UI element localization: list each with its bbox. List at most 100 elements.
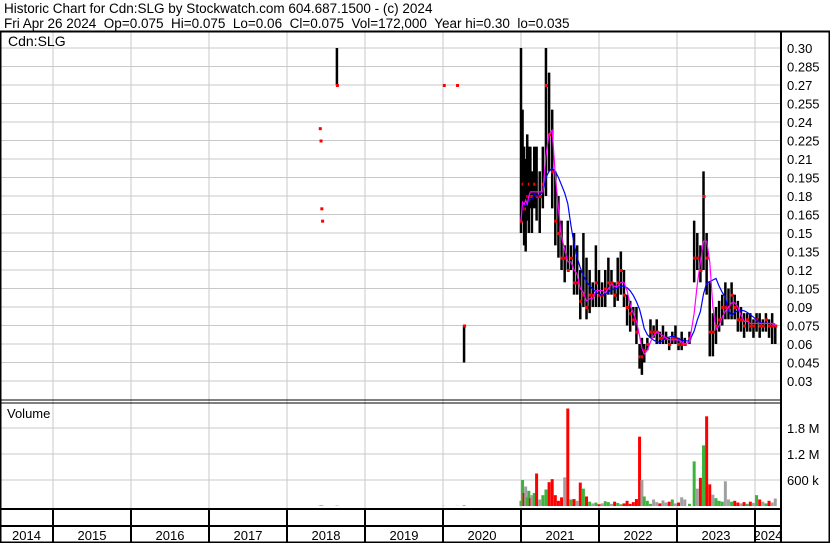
volume-bar — [527, 490, 531, 506]
volume-bar — [714, 498, 718, 506]
close-tick — [610, 281, 614, 285]
close-tick — [668, 343, 672, 346]
close-tick — [629, 312, 633, 316]
volume-bar — [670, 499, 674, 506]
volume-bar — [664, 502, 668, 506]
volume-bar — [524, 486, 528, 506]
close-tick — [758, 324, 762, 328]
close-tick — [743, 324, 747, 328]
close-tick — [733, 306, 737, 309]
price-tick-label: 0.105 — [787, 282, 820, 297]
year-label: 2024 — [754, 528, 783, 543]
price-tick-label: 0.255 — [787, 97, 820, 112]
close-tick — [683, 343, 687, 346]
volume-bar — [572, 499, 576, 506]
close-tick — [761, 324, 765, 328]
close-tick — [613, 293, 617, 297]
year-label: 2017 — [234, 528, 263, 543]
volume-bar — [705, 416, 709, 506]
year-axis: 2014 2015 2016 2017 2018 2019 2020 2021 2022 2023… — [12, 528, 782, 543]
volume-bar — [521, 480, 525, 506]
close-tick — [739, 318, 743, 322]
volume-bar — [606, 502, 610, 506]
year-label: 2022 — [624, 528, 653, 543]
volume-bar — [631, 502, 635, 506]
close-tick — [607, 281, 611, 285]
volume-bar — [530, 495, 534, 506]
close-tick — [638, 355, 642, 359]
volume-bar — [692, 461, 696, 506]
close-tick — [715, 324, 718, 328]
close-tick — [705, 256, 709, 260]
volume-bar — [585, 496, 589, 506]
volume-bar — [736, 502, 740, 506]
price-tick-label: 0.30 — [787, 41, 812, 56]
volume-bar — [603, 501, 607, 506]
volume-bar — [767, 500, 771, 506]
close-tick — [456, 84, 460, 87]
close-tick — [622, 293, 626, 297]
year-label: 2020 — [468, 528, 497, 543]
close-tick — [551, 170, 555, 174]
close-tick — [718, 318, 722, 322]
volume-bar — [550, 479, 554, 506]
close-tick — [721, 306, 725, 309]
volume-bar — [698, 477, 702, 506]
volume-tick-label: 600 k — [787, 473, 819, 488]
close-tick — [727, 306, 731, 309]
price-tick-label: 0.045 — [787, 356, 820, 371]
price-tick-label: 0.21 — [787, 152, 812, 167]
close-tick — [318, 127, 322, 131]
quote-summary: Fri Apr 26 2024 Op=0.075 Hi=0.075 Lo=0.0… — [4, 16, 570, 31]
close-tick — [538, 195, 542, 198]
close-tick — [749, 324, 753, 328]
volume-bar — [745, 503, 749, 506]
chart-title: Historic Chart for Cdn:SLG by Stockwatch… — [4, 1, 433, 16]
close-tick — [530, 195, 534, 198]
volume-bar — [625, 500, 629, 506]
year-label: 2019 — [390, 528, 419, 543]
volume-bar — [645, 500, 649, 506]
close-tick — [699, 269, 703, 272]
close-tick — [535, 195, 539, 198]
volume-bar — [711, 494, 715, 506]
volume-bar — [535, 473, 539, 506]
close-tick — [588, 293, 592, 297]
volume-bar — [525, 497, 529, 506]
volume-bar — [658, 503, 662, 506]
close-tick — [554, 219, 558, 223]
close-tick — [335, 84, 339, 87]
close-tick — [774, 324, 778, 328]
close-tick — [619, 269, 623, 272]
close-tick — [616, 281, 620, 285]
close-tick — [764, 318, 768, 322]
close-tick — [658, 336, 662, 340]
volume-bar — [733, 500, 737, 506]
volume-bar — [547, 482, 551, 506]
close-tick — [708, 330, 712, 334]
close-tick — [640, 355, 644, 359]
year-label: 2023 — [702, 528, 731, 543]
volume-bar — [528, 498, 532, 506]
volume-bar — [720, 501, 724, 506]
volume-bar — [677, 502, 681, 506]
close-tick — [643, 349, 647, 353]
volume-bar — [566, 408, 570, 506]
volume-bar — [622, 503, 626, 506]
volume-bar — [687, 503, 691, 506]
close-tick — [319, 139, 323, 143]
volume-bar — [640, 480, 644, 506]
volume-bar — [538, 499, 542, 506]
close-tick — [746, 318, 750, 322]
moving-averages — [520, 128, 776, 356]
volume-bar — [594, 502, 598, 506]
close-tick — [771, 324, 775, 328]
volume-bar — [652, 499, 656, 506]
volume-bar — [588, 501, 592, 506]
close-tick — [563, 256, 567, 260]
close-tick — [724, 306, 728, 309]
volume-bar — [673, 503, 677, 506]
close-tick — [752, 324, 756, 328]
volume-bar — [578, 482, 582, 506]
price-tick-label: 0.285 — [787, 60, 820, 75]
